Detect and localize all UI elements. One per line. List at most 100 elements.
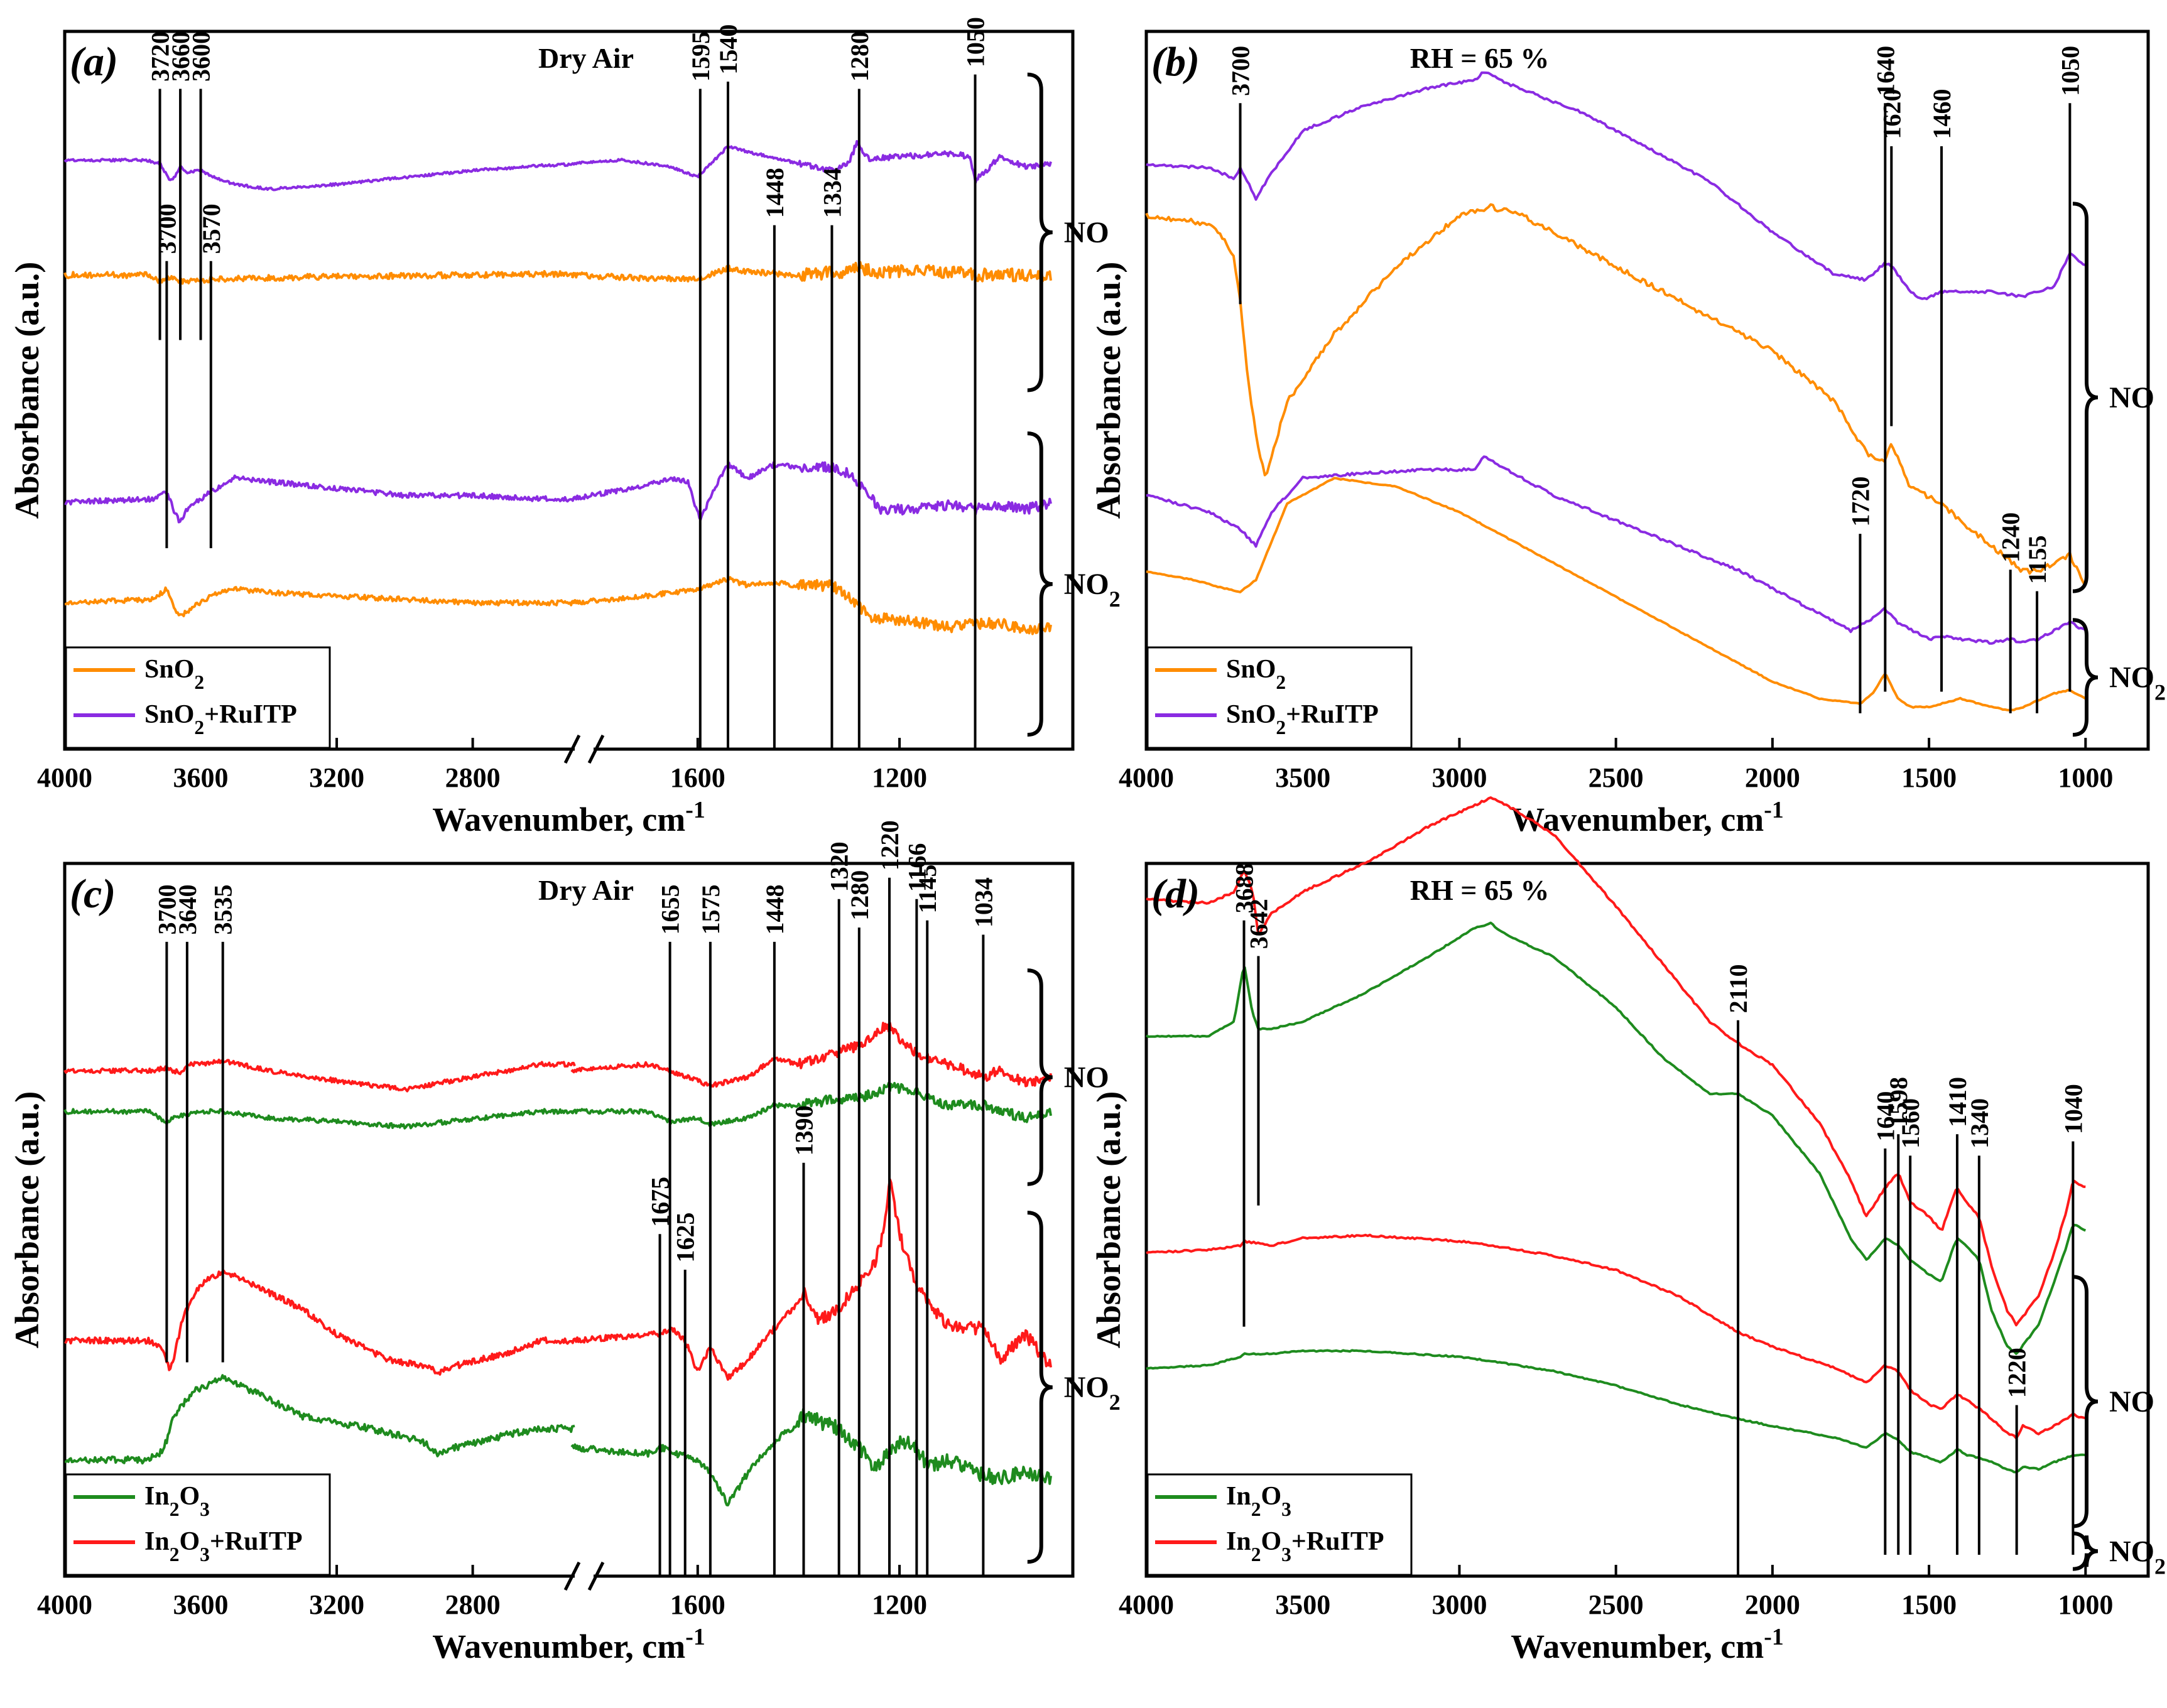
axis-break-gap [575,1572,594,1580]
x-tick-label: 2500 [1589,762,1644,793]
x-tick-label: 1600 [670,1589,725,1620]
legend-label-part: O [179,1527,200,1556]
peak-label: 1340 [1965,1098,1994,1149]
peak-label: 3535 [209,885,237,935]
series-line-3 [570,461,1052,521]
x-tick-label: 1200 [872,762,927,793]
legend-label-part: 2 [170,1543,180,1565]
legend-label-part: In [144,1527,170,1556]
panel-label: (c) [70,871,116,917]
legend: In2O3 In2O3+RuITP [1146,1473,1413,1576]
group-label-part: 2 [1109,1390,1121,1415]
peak-label: 3660 [166,31,195,82]
series-line-2 [63,1108,576,1130]
peak-label: 3700 [153,203,181,254]
peak-label: 3570 [197,203,225,254]
group-label: NO2 [1064,1371,1121,1415]
x-axis-label: Wavenumber, cm-1 [432,797,705,838]
peak-label: 1220 [876,820,904,870]
x-tick-label: 1200 [872,1589,927,1620]
peak-label: 1320 [825,841,854,892]
peak-label: 1640 [1871,1091,1899,1142]
group-label-part: 2 [2154,1554,2166,1579]
peak-label: 1598 [1884,1077,1913,1127]
panel-d: 4000 3500 3000 2500 2000 1500 1000 Wavenumber, … [1090,796,2166,1665]
legend-label-part: 2 [1251,1498,1261,1520]
legend-label-part: SnO [1226,700,1276,729]
peak-label: 1166 [903,843,931,892]
group-label: NO2 [1064,568,1121,612]
x-axis-label-part: -1 [1764,1624,1784,1650]
legend-label: In2O3+RuITP [1226,1527,1384,1565]
legend-label-part: In [144,1482,170,1511]
legend-label: In2O3 [1226,1482,1291,1520]
legend-label-part: O [179,1482,200,1511]
condition-title: RH = 65 % [1410,874,1550,906]
x-tick-label: 4000 [1119,762,1174,793]
legend-label: SnO2 [144,655,204,693]
x-axis-label: Wavenumber, cm-1 [1511,1624,1784,1665]
peak-label: 1390 [790,1105,818,1155]
condition-title: Dry Air [538,42,634,74]
legend-box [1146,646,1413,749]
axis-break-gap [575,745,594,753]
series-line-3 [1146,455,2087,645]
group-brace [1027,1211,1053,1564]
y-axis-label: Absorbance (a.u.) [1090,262,1127,519]
y-axis-label: Absorbance (a.u.) [1090,1091,1127,1349]
panel-label: (a) [70,39,118,85]
group-label: NO [2109,381,2154,414]
legend-box [65,646,331,749]
peak-label: 1050 [2056,46,2084,96]
group-label: NO [1064,216,1109,249]
legend-label-part: 3 [1281,1543,1291,1565]
x-axis-label-part: -1 [685,1624,705,1650]
legend-label-part: 2 [170,1498,180,1520]
group-brace [1027,431,1053,737]
x-axis-label-part: Wavenumber, cm [1511,1628,1764,1665]
x-tick-label: 2000 [1745,1589,1800,1620]
peak-label: 1720 [1846,477,1874,527]
legend-box [1146,1473,1413,1576]
legend-label: In2O3 [144,1482,210,1520]
peak-label: 1625 [671,1213,700,1263]
x-tick-label: 2500 [1589,1589,1644,1620]
series-line-4 [1146,477,2087,711]
x-tick-label: 2800 [445,762,501,793]
series-line-2 [63,269,576,285]
x-tick-label: 4000 [37,762,92,793]
series-line-1 [570,1022,1052,1088]
x-tick-label: 1000 [2058,762,2113,793]
x-tick-label: 1600 [670,762,725,793]
legend-label-part: SnO [144,655,194,684]
peak-label: 1410 [1943,1077,1972,1127]
group-label-part: 2 [2154,680,2166,705]
plot-frame [63,30,1075,751]
peak-label: 1620 [1877,89,1906,139]
series-line-3 [64,1269,576,1376]
series-line-2 [1146,921,2087,1355]
group-label-part: NO [2109,381,2154,414]
group-label-part: NO [2109,1535,2154,1568]
group-label-part: 2 [1109,586,1121,612]
x-tick-label: 3600 [173,762,229,793]
legend-label: In2O3+RuITP [144,1527,303,1565]
peak-label: 1034 [969,877,997,927]
legend-label-part: +RuITP [1286,700,1379,729]
legend-label-part: 2 [194,671,204,693]
peak-label: 1334 [818,168,846,218]
series-line-3 [64,474,576,524]
series-line-2 [570,261,1052,283]
legend-label-part: 2 [1276,716,1286,738]
peak-label: 1675 [646,1177,675,1227]
condition-title: Dry Air [538,874,634,906]
peak-label: 1280 [845,870,874,921]
legend-label-part: 3 [200,1498,210,1520]
group-label-part: NO [1064,568,1109,601]
series-line-1 [1146,71,2086,301]
panel-a: 4000 3600 3200 2800 1600 1200 Wavenumber, cm-1… [8,17,1121,838]
legend-label-part: SnO [144,700,194,729]
